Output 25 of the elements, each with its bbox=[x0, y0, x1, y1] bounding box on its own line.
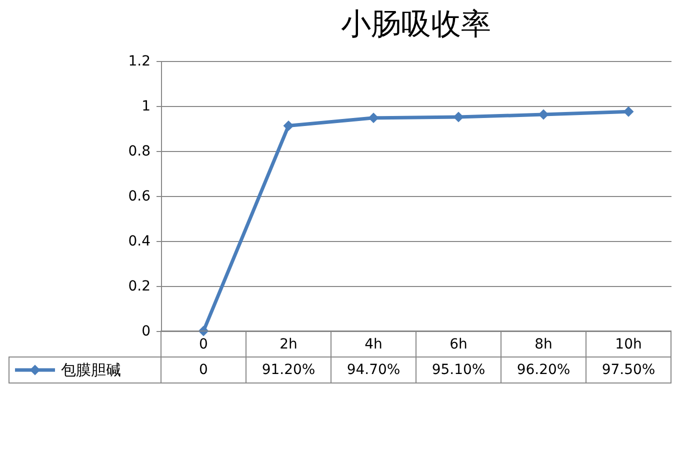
y-tick-label: 0.8 bbox=[128, 144, 150, 160]
chart-title: 小肠吸收率 bbox=[341, 7, 491, 42]
y-tick-label: 0 bbox=[142, 324, 150, 340]
data-label: 94.70% bbox=[346, 362, 400, 378]
x-tick-label: 0 bbox=[199, 336, 208, 352]
point bbox=[368, 112, 379, 124]
x-tick-label: 4h bbox=[364, 336, 382, 352]
point bbox=[538, 109, 549, 120]
x-tick-label: 8h bbox=[534, 336, 552, 352]
x-tick-label: 2h bbox=[280, 336, 298, 352]
y-tick-label: 0.4 bbox=[128, 234, 151, 250]
legend-label: 包膜胆碱 bbox=[61, 361, 121, 379]
x-tick-label: 6h bbox=[450, 336, 468, 352]
point bbox=[283, 120, 294, 132]
data-label: 97.50% bbox=[602, 362, 656, 378]
y-tick-label: 0.2 bbox=[128, 278, 150, 294]
y-tick-label: 0.6 bbox=[128, 188, 151, 204]
data-label: 96.20% bbox=[516, 362, 570, 378]
data-label: 0 bbox=[199, 362, 208, 378]
y-tick-label: 1 bbox=[142, 98, 150, 114]
point bbox=[453, 112, 464, 122]
data-label: 91.20% bbox=[262, 362, 316, 378]
data-label: 95.10% bbox=[432, 362, 486, 378]
x-tick-label: 10h bbox=[615, 336, 642, 352]
y-tick-label: 1.2 bbox=[128, 54, 150, 70]
